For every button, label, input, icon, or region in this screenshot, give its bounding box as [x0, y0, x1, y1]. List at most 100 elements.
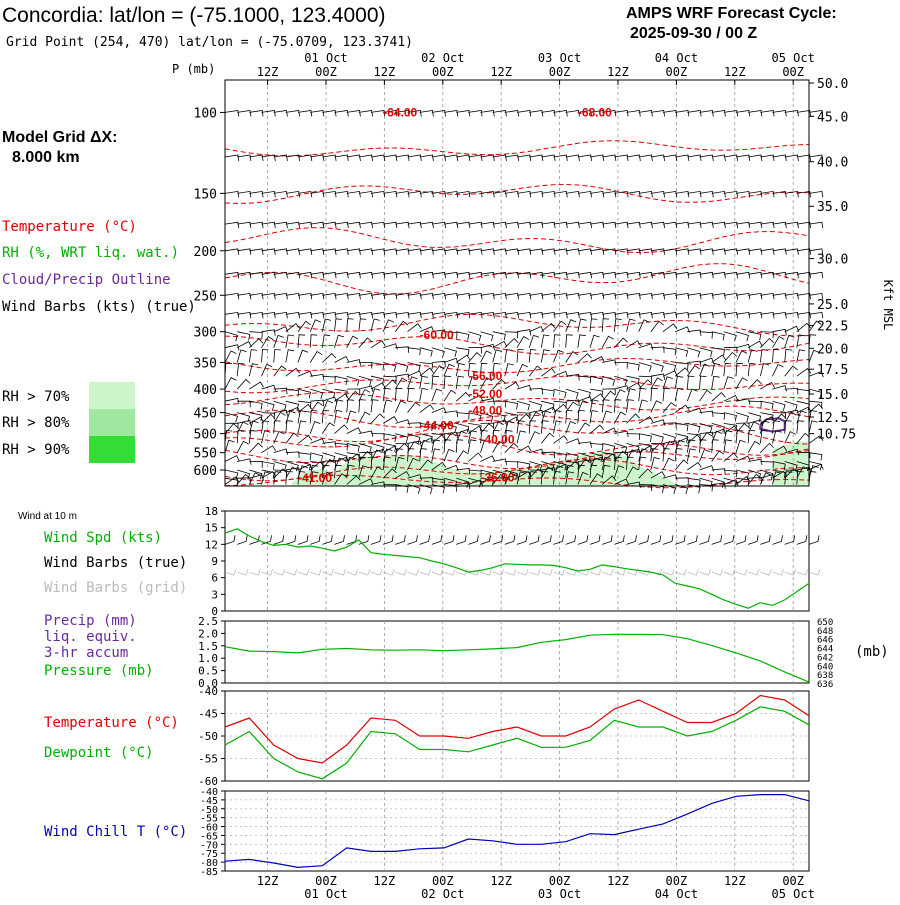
chill-ytick-label: -50: [200, 805, 218, 816]
upper-wind-barb: [455, 391, 471, 402]
upper-wind-barb: [662, 401, 677, 413]
upper-wind-barb: [796, 311, 811, 319]
upper-wind-barb: [480, 331, 494, 342]
upper-wind-barb: [467, 362, 476, 377]
surface-wind-barb-grid: [784, 568, 797, 576]
upper-wind-barb: [383, 110, 398, 117]
surface-wind-barb-grid: [346, 568, 359, 576]
top-hour-label: 12Z: [374, 65, 396, 79]
pressure-line: [224, 633, 810, 683]
upper-wind-barb: [784, 409, 799, 417]
upper-wind-barb: [723, 292, 738, 300]
upper-wind-barb: [407, 221, 422, 229]
precip-ytick-label: 1.5: [198, 640, 218, 653]
upper-wind-barb: [614, 248, 629, 255]
surface-wind-barb-true: [419, 535, 431, 545]
upper-wind-barb: [334, 271, 349, 279]
upper-wind-barb: [382, 387, 391, 402]
upper-wind-barb: [772, 349, 780, 363]
upper-wind-barb: [772, 154, 787, 162]
upper-wind-barb: [370, 248, 386, 255]
upper-wind-barb: [224, 469, 239, 479]
upper-wind-barb: [674, 367, 690, 377]
upper-wind-barb: [541, 451, 555, 459]
upper-wind-barb: [346, 399, 355, 413]
rh-region-0: [291, 450, 676, 486]
upper-wind-barb: [662, 422, 677, 429]
upper-wind-barb: [589, 473, 603, 485]
upper-wind-barb: [711, 221, 726, 229]
upper-wind-barb: [285, 221, 300, 229]
top-date-label: 02 Oct: [421, 51, 464, 65]
upper-wind-barb: [297, 248, 313, 255]
upper-wind-barb: [602, 221, 617, 229]
top-date-label: 03 Oct: [538, 51, 581, 65]
upper-wind-barb: [309, 471, 319, 485]
upper-wind-barb: [504, 221, 519, 229]
upper-wind-barb: [529, 190, 544, 198]
upper-wind-barb: [650, 248, 665, 255]
upper-wind-barb: [249, 271, 264, 279]
upper-wind-barb: [297, 292, 313, 300]
upper-wind-barb: [735, 343, 751, 351]
surface-wind-barb-true: [675, 535, 686, 545]
upper-wind-barb: [273, 448, 289, 455]
upper-wind-barb: [784, 448, 800, 456]
upper-wind-barb: [310, 388, 324, 399]
upper-wind-barb: [747, 429, 756, 444]
upper-wind-barb: [407, 347, 421, 356]
upper-wind-barb: [297, 110, 313, 117]
temperature-contour: [224, 183, 810, 204]
upper-wind-barb: [577, 221, 592, 229]
upper-wind-barb: [261, 363, 273, 377]
upper-wind-barb: [297, 271, 313, 279]
upper-wind-barb: [626, 311, 641, 319]
upper-wind-barb: [541, 190, 556, 198]
upper-wind-barb: [468, 331, 482, 342]
upper-wind-barb: [273, 365, 287, 377]
upper-wind-barb: [675, 248, 690, 255]
upper-wind-barb: [626, 456, 634, 471]
upper-wind-barb: [784, 221, 799, 229]
height-tick-label: 45.0: [817, 110, 848, 125]
upper-wind-barb: [358, 311, 373, 319]
upper-wind-barb: [748, 154, 763, 162]
upper-wind-barb: [468, 154, 483, 162]
upper-wind-barb: [236, 378, 251, 390]
upper-wind-barb: [249, 154, 264, 162]
upper-wind-barb: [249, 338, 264, 348]
upper-wind-barb: [248, 349, 258, 363]
upper-wind-barb: [249, 412, 263, 422]
upper-wind-barb: [626, 292, 641, 300]
upper-wind-barb: [309, 334, 318, 348]
upper-wind-barb: [224, 412, 239, 423]
upper-wind-barb: [577, 318, 587, 332]
precip-ytick-label: 1.0: [198, 652, 218, 665]
upper-wind-barb: [687, 407, 702, 414]
upper-wind-barb: [443, 432, 457, 444]
upper-wind-barb: [237, 331, 251, 341]
upper-wind-barb: [528, 349, 537, 363]
upper-wind-barb: [626, 443, 640, 453]
upper-wind-barb: [711, 363, 721, 377]
upper-wind-barb: [699, 292, 714, 300]
upper-wind-barb: [261, 271, 276, 279]
upper-wind-barb: [383, 375, 397, 383]
upper-wind-barb: [735, 350, 748, 363]
surface-wind-barb-true: [808, 535, 820, 545]
upper-wind-barb: [687, 311, 702, 319]
upper-wind-barb: [261, 221, 276, 229]
upper-wind-barb: [614, 292, 629, 300]
temperature-contour: [224, 335, 810, 355]
surface-wind-barb-true: [370, 535, 382, 545]
upper-wind-barb: [407, 422, 422, 429]
upper-wind-barb: [346, 359, 362, 366]
upper-wind-barb: [553, 334, 561, 348]
upper-wind-barb: [699, 448, 711, 462]
upper-wind-barb: [419, 448, 427, 462]
upper-wind-barb: [456, 221, 471, 229]
upper-wind-barb: [443, 248, 459, 255]
upper-wind-barb: [407, 440, 422, 448]
upper-wind-barb: [395, 221, 410, 229]
upper-wind-barb: [772, 413, 787, 424]
